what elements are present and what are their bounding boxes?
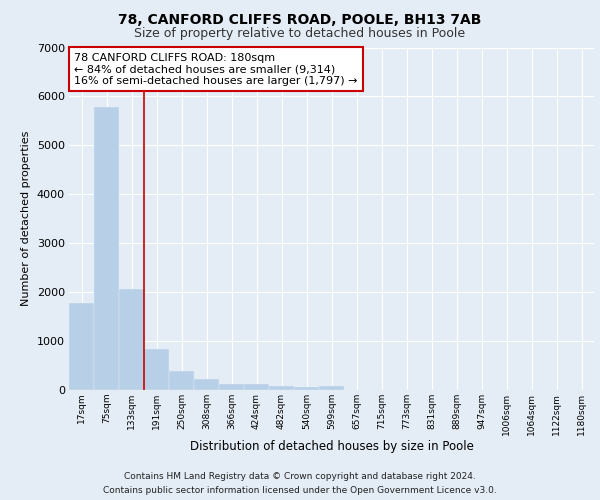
Bar <box>119 289 144 390</box>
Bar <box>269 386 294 390</box>
Bar <box>294 388 319 390</box>
Bar <box>169 371 194 390</box>
Text: Contains HM Land Registry data © Crown copyright and database right 2024.: Contains HM Land Registry data © Crown c… <box>124 472 476 481</box>
Bar <box>194 378 219 390</box>
Bar <box>69 303 94 390</box>
Bar <box>94 107 119 390</box>
Y-axis label: Number of detached properties: Number of detached properties <box>21 131 31 306</box>
Text: Contains public sector information licensed under the Open Government Licence v3: Contains public sector information licen… <box>103 486 497 495</box>
Bar <box>144 350 169 390</box>
Text: 78 CANFORD CLIFFS ROAD: 180sqm
← 84% of detached houses are smaller (9,314)
16% : 78 CANFORD CLIFFS ROAD: 180sqm ← 84% of … <box>74 52 358 86</box>
Text: Size of property relative to detached houses in Poole: Size of property relative to detached ho… <box>134 28 466 40</box>
Bar <box>244 384 269 390</box>
Bar <box>319 386 344 390</box>
X-axis label: Distribution of detached houses by size in Poole: Distribution of detached houses by size … <box>190 440 473 454</box>
Bar <box>219 384 244 390</box>
Text: 78, CANFORD CLIFFS ROAD, POOLE, BH13 7AB: 78, CANFORD CLIFFS ROAD, POOLE, BH13 7AB <box>118 12 482 26</box>
